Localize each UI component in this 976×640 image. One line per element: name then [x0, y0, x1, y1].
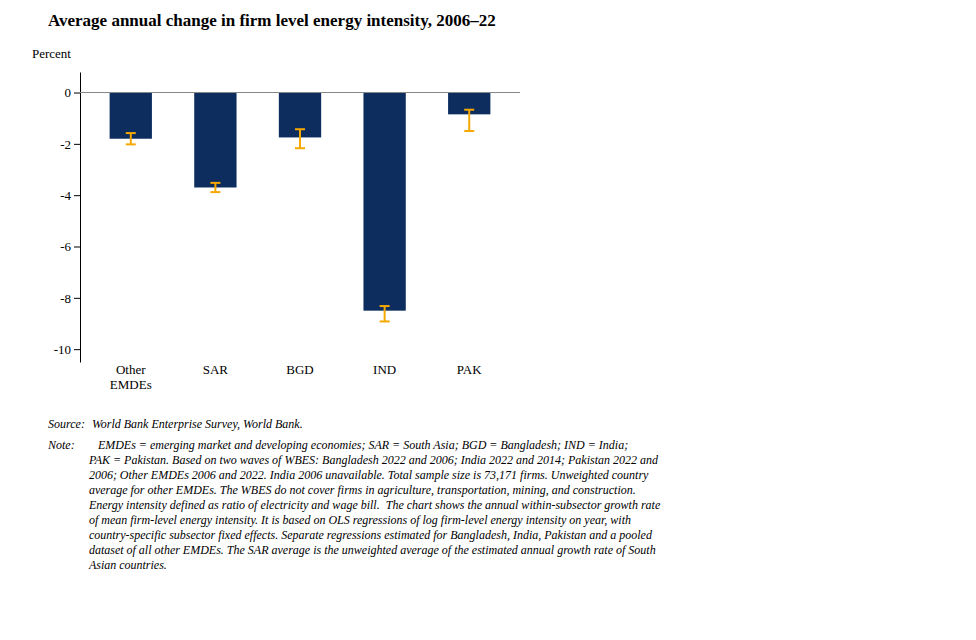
y-tick: -10	[54, 342, 80, 357]
x-tick: IND	[373, 362, 396, 377]
annotation-line: World Bank Enterprise Survey, World Bank…	[89, 417, 303, 431]
x-tick-label-line: IND	[373, 362, 396, 377]
annotation-text: EMDEs = emerging market and developing e…	[88, 438, 661, 572]
error-bar-stem	[214, 183, 216, 192]
error-bar-stem	[299, 129, 301, 148]
annotation-line: average for other EMDEs. The WBES do not…	[89, 483, 636, 497]
y-tick-label: -8	[60, 291, 71, 306]
y-tick-mark	[74, 247, 80, 248]
error-bar	[210, 183, 220, 192]
chart: Average annual change in firm level ener…	[0, 0, 976, 640]
y-tick-label: 0	[65, 85, 72, 100]
y-tick-mark	[74, 93, 80, 94]
annotation-line: EMDEs = emerging market and developing e…	[89, 438, 628, 452]
x-tick: OtherEMDEs	[110, 362, 152, 392]
error-bar	[464, 110, 474, 131]
y-tick-label: -6	[60, 239, 71, 254]
x-tick: SAR	[203, 362, 229, 377]
y-tick-mark	[74, 195, 80, 196]
x-axis: OtherEMDEs SAR BGD IND PAK	[110, 362, 482, 392]
error-bar-cap-upper	[210, 182, 220, 184]
annotation-line: dataset of all other EMDEs. The SAR aver…	[89, 543, 656, 557]
error-bar-cap-lower	[126, 143, 136, 145]
y-tick-label: -2	[60, 137, 71, 152]
error-bar-cap-lower	[380, 320, 390, 322]
error-bar-stem	[384, 306, 386, 321]
title: Average annual change in firm level ener…	[48, 11, 496, 30]
x-tick-label-line: SAR	[203, 362, 229, 377]
y-tick-mark	[74, 349, 80, 350]
y-axis-line	[80, 73, 81, 363]
annotation-line: Asian countries.	[88, 558, 167, 572]
error-bar-cap-lower	[464, 130, 474, 132]
x-tick-label: PAK	[457, 362, 482, 377]
x-tick-label-line: EMDEs	[110, 377, 152, 392]
plot-area	[80, 93, 520, 322]
annotation-line: 2006; Other EMDEs 2006 and 2022. India 2…	[89, 468, 649, 482]
error-bar-cap-upper	[464, 109, 474, 111]
x-tick-label: BGD	[286, 362, 313, 377]
y-tick: -6	[60, 239, 80, 254]
annotation-line: country-specific subsector fixed effects…	[89, 528, 653, 542]
error-bar	[380, 306, 390, 321]
y-tick-label: -4	[60, 188, 71, 203]
annotation-text: World Bank Enterprise Survey, World Bank…	[89, 417, 303, 431]
x-tick-label-line: Other	[116, 362, 146, 377]
bar	[363, 93, 405, 311]
x-tick-label-line: BGD	[286, 362, 313, 377]
error-bar-stem	[130, 133, 132, 144]
y-tick: 0	[65, 85, 81, 100]
y-tick: -4	[60, 188, 80, 203]
x-tick-label: IND	[373, 362, 396, 377]
y-tick-mark	[74, 298, 80, 299]
x-tick-label-line: PAK	[457, 362, 482, 377]
y-tick-label: -10	[54, 342, 71, 357]
x-tick: PAK	[457, 362, 482, 377]
y-axis: 0 -2 -4 -6 -8 -10	[54, 73, 81, 363]
error-bar-cap-upper	[126, 132, 136, 134]
notes: Source: Note: World Bank Enterprise Surve…	[47, 417, 661, 572]
annotation-line: PAK = Pakistan. Based on two waves of WB…	[88, 453, 659, 467]
error-bar	[126, 133, 136, 144]
error-bar-cap-upper	[295, 128, 305, 130]
x-tick: BGD	[286, 362, 313, 377]
error-bar-stem	[468, 110, 470, 131]
annotation-label: Source:	[48, 417, 85, 431]
bar	[110, 93, 152, 139]
y-tick-mark	[74, 144, 80, 145]
bar	[194, 93, 236, 188]
annotation-line: Energy intensity defined as ratio of ele…	[88, 498, 661, 512]
x-tick-label: SAR	[203, 362, 229, 377]
y-tick: -8	[60, 291, 80, 306]
error-bar-cap-upper	[380, 305, 390, 307]
error-bar	[295, 129, 305, 148]
error-bar-cap-lower	[295, 147, 305, 149]
zero-line	[80, 92, 520, 93]
x-tick-label: OtherEMDEs	[110, 362, 152, 392]
error-bar-cap-lower	[210, 191, 220, 193]
annotation-label: Note:	[47, 438, 75, 452]
annotation-line: of mean firm-level energy intensity. It …	[89, 513, 631, 527]
y-axis-label: Percent	[32, 46, 71, 61]
y-tick: -2	[60, 137, 80, 152]
